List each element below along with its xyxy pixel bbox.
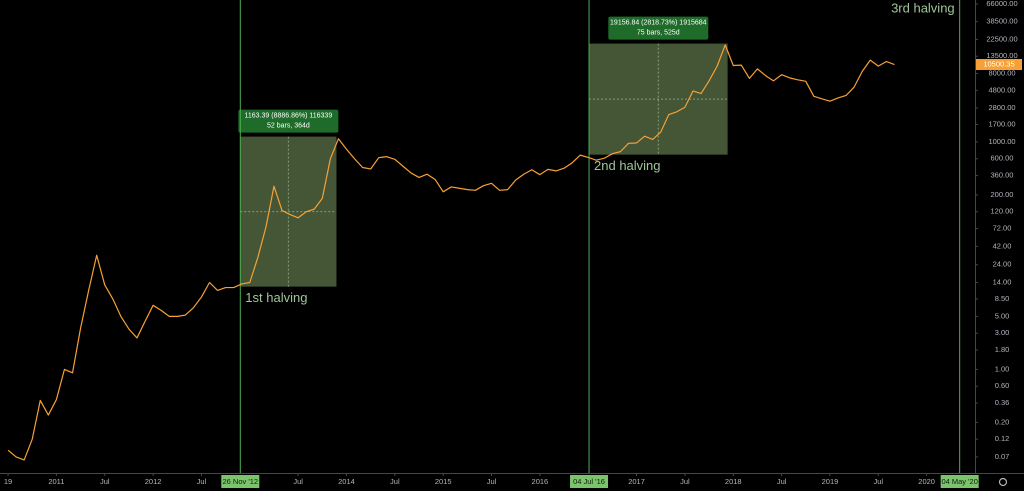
x-tick-label: 2018 [725, 477, 742, 486]
y-tick-label: 1.00 [995, 364, 1010, 373]
y-tick-label: 3.00 [995, 328, 1010, 337]
y-tick-label: 4800.00 [988, 85, 1015, 94]
x-tick-label: 2020 [918, 477, 935, 486]
y-tick-label: 72.00 [993, 224, 1012, 233]
last-price-bg [976, 59, 1022, 71]
y-tick-label: 24.00 [993, 260, 1012, 269]
x-tick-label: 19 [4, 477, 12, 486]
x-tick-label: Jul [777, 477, 787, 486]
x-tick-label: Jul [390, 477, 400, 486]
y-tick-label: 0.36 [995, 398, 1010, 407]
y-tick-label: 0.12 [995, 434, 1010, 443]
halving-date: 04 Jul '16 [573, 477, 605, 486]
x-tick-label: 2014 [338, 477, 355, 486]
y-tick-label: 360.00 [991, 171, 1014, 180]
y-tick-label: 13500.00 [986, 51, 1017, 60]
settings-icon[interactable] [998, 477, 1008, 487]
y-tick-label: 600.00 [991, 154, 1014, 163]
range-sublabel: 75 bars, 525d [637, 29, 680, 36]
halving-date: 04 May '20 [941, 477, 977, 486]
y-tick-label: 38500.00 [986, 17, 1017, 26]
range-label: 1163.39 (8886.86%) 116339 [245, 112, 333, 119]
x-tick-label: Jul [874, 477, 884, 486]
x-tick-label: Jul [100, 477, 110, 486]
last-price-label: 10500.35 [983, 60, 1014, 69]
price-line [7, 44, 895, 461]
range-label: 19156.84 (2818.73%) 1915684 [610, 19, 707, 26]
y-tick-label: 8000.00 [988, 68, 1015, 77]
y-tick-label: 120.00 [991, 207, 1014, 216]
range-label-bg [608, 16, 709, 40]
y-tick-label: 2800.00 [988, 103, 1015, 112]
y-tick-label: 1000.00 [988, 137, 1015, 146]
y-tick-label: 8.50 [995, 294, 1010, 303]
y-tick-label: 1700.00 [988, 119, 1015, 128]
range-label-bg [238, 109, 339, 133]
x-tick-label: 2019 [822, 477, 839, 486]
halving-date-bg [570, 475, 609, 488]
halving-date-bg [221, 475, 260, 488]
halving-label: 1st halving [245, 290, 307, 305]
y-tick-label: 200.00 [991, 190, 1014, 199]
halving-label: 2nd halving [594, 158, 661, 173]
y-tick-label: 14.00 [993, 277, 1012, 286]
y-tick-label: 66000.00 [986, 0, 1017, 8]
y-tick-label: 22500.00 [986, 34, 1017, 43]
x-tick-label: 2017 [628, 477, 645, 486]
range-sublabel: 52 bars, 364d [267, 122, 310, 129]
x-tick-label: 2016 [532, 477, 549, 486]
halving-date: 26 Nov '12 [222, 477, 258, 486]
x-tick-label: 2011 [48, 477, 64, 486]
x-tick-label: 2012 [145, 477, 162, 486]
x-tick-label: Jul [197, 477, 207, 486]
y-tick-label: 5.00 [995, 311, 1010, 320]
y-tick-label: 0.20 [995, 417, 1010, 426]
x-tick-label: Jul [487, 477, 497, 486]
halving-date-bg [940, 475, 979, 488]
x-tick-label: 2015 [435, 477, 452, 486]
y-tick-label: 1.80 [995, 345, 1010, 354]
x-tick-label: Jul [293, 477, 303, 486]
halving-label: 3rd halving [891, 0, 955, 15]
x-tick-label: Jul [680, 477, 690, 486]
y-tick-label: 0.07 [995, 452, 1010, 461]
y-tick-label: 0.60 [995, 381, 1010, 390]
y-tick-label: 42.00 [993, 241, 1012, 250]
